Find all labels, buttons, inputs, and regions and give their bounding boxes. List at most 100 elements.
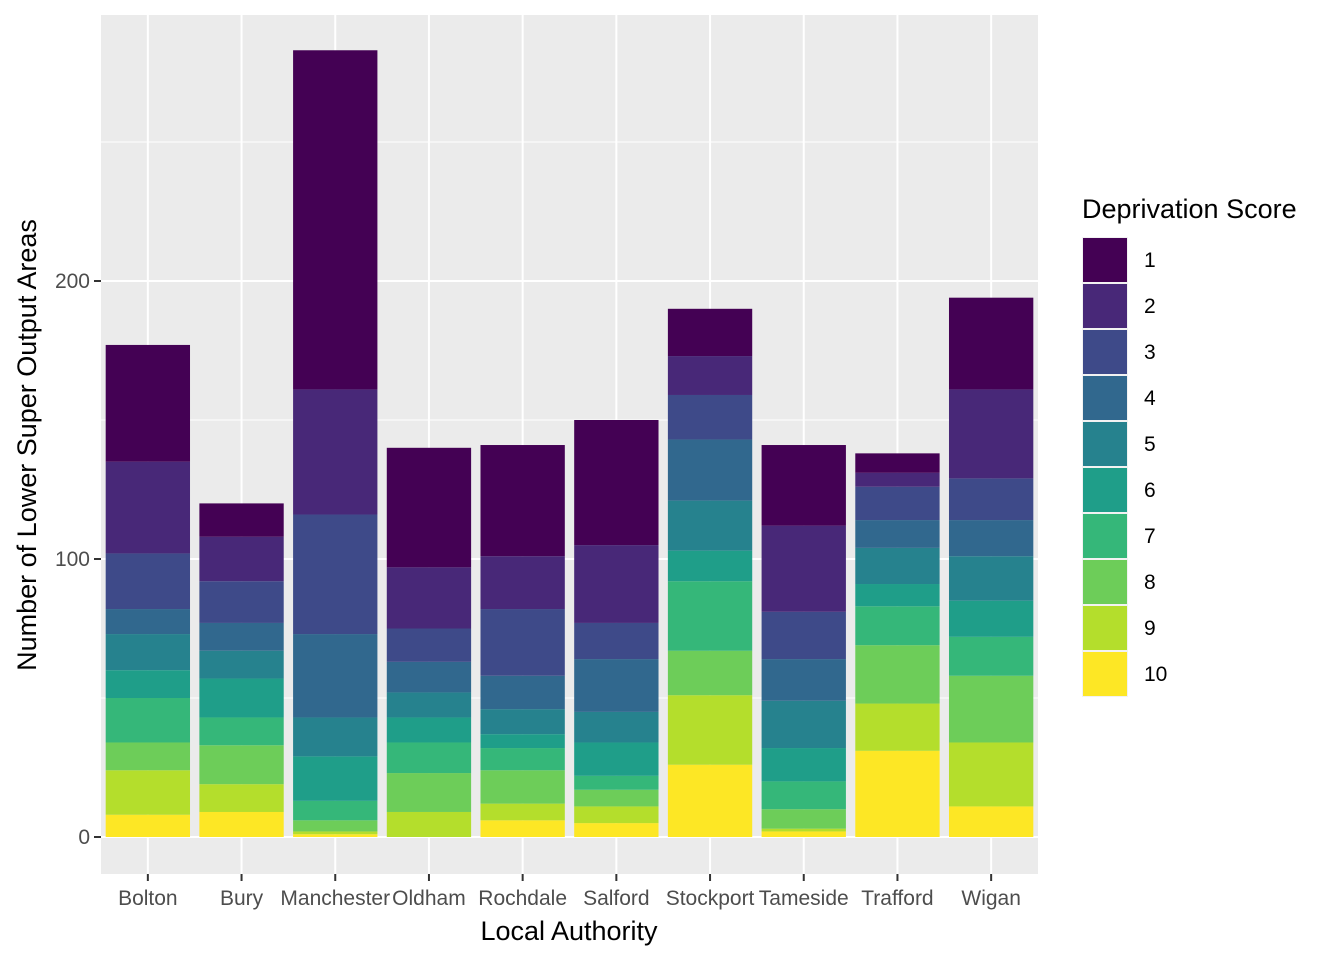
bar-segment-bury-score-3 [199, 581, 284, 623]
bars [105, 50, 1034, 837]
y-tick-label: 200 [55, 270, 90, 293]
x-tick-label: Manchester [280, 887, 390, 910]
bar-segment-oldham-score-7 [386, 742, 472, 774]
bar-segment-rochdale-score-5 [480, 709, 565, 735]
bar-segment-trafford-score-1 [855, 453, 940, 473]
legend-label: 8 [1144, 571, 1156, 594]
bar-segment-salford-score-1 [574, 420, 659, 546]
bar-segment-tameside-score-1 [761, 445, 846, 526]
bar-segment-manchester-score-7 [293, 800, 378, 821]
bar-segment-stockport-score-8 [667, 650, 753, 696]
bar-segment-bolton-score-3 [105, 553, 191, 610]
bar-segment-manchester-score-8 [293, 820, 378, 832]
x-tick-label: Bury [220, 887, 264, 910]
bar-segment-oldham-score-2 [386, 567, 472, 629]
bar-segment-stockport-score-1 [667, 308, 753, 357]
bar-segment-oldham-score-3 [386, 628, 472, 662]
bar-segment-stockport-score-4 [667, 439, 753, 501]
bar-segment-rochdale-score-2 [480, 556, 565, 610]
x-axis: Bolton Bury Manchester Oldham Rochdale Salfor… [118, 874, 1021, 910]
bar-segment-bury-score-7 [199, 717, 284, 746]
bar-segment-bolton-score-2 [105, 461, 191, 554]
bar-segment-salford-score-3 [574, 622, 659, 660]
bar-segment-bolton-score-6 [105, 670, 191, 698]
bar-segment-tameside-score-6 [761, 748, 846, 782]
legend: Deprivation Score 1 2 3 4 5 6 7 8 9 10 [1082, 194, 1297, 697]
bar-segment-manchester-score-5 [293, 717, 378, 757]
bar-segment-stockport-score-3 [667, 394, 753, 440]
bar-segment-bolton-score-5 [105, 634, 191, 671]
bar-segment-bolton-score-8 [105, 742, 191, 771]
bar-segment-salford-score-6 [574, 742, 659, 776]
x-tick-label: Wigan [961, 887, 1021, 910]
bar-segment-rochdale-score-4 [480, 675, 565, 710]
x-tick-label: Rochdale [478, 887, 567, 910]
x-tick-label: Tameside [759, 887, 849, 910]
bar-segment-manchester-score-9 [293, 831, 378, 835]
bar-segment-salford-score-10 [574, 823, 659, 837]
bar-segment-stockport-score-7 [667, 581, 753, 651]
bar-segment-bury-score-5 [199, 650, 284, 679]
bar-segment-rochdale-score-3 [480, 609, 565, 676]
bar-segment-tameside-score-9 [761, 828, 846, 832]
bar-segment-trafford-score-2 [855, 472, 940, 487]
y-axis: 0 100 200 [55, 270, 101, 849]
bar-segment-tameside-score-3 [761, 611, 846, 660]
bar-segment-salford-score-7 [574, 775, 659, 790]
bar-segment-stockport-score-10 [667, 764, 753, 837]
bar-segment-wigan-score-1 [948, 297, 1034, 390]
bar-segment-bury-score-10 [199, 811, 284, 837]
legend-swatch [1083, 422, 1127, 466]
bar-segment-stockport-score-9 [667, 695, 753, 765]
bar-segment-oldham-score-4 [386, 661, 472, 693]
bar-segment-trafford-score-3 [855, 486, 940, 521]
bar-segment-oldham-score-6 [386, 717, 472, 743]
bar-segment-wigan-score-6 [948, 600, 1034, 637]
bar-segment-rochdale-score-10 [480, 820, 565, 837]
x-tick-label: Stockport [666, 887, 755, 910]
bar-segment-bolton-score-9 [105, 770, 191, 815]
legend-label: 1 [1144, 249, 1156, 272]
bar-segment-oldham-score-8 [386, 773, 472, 812]
bar-segment-bolton-score-7 [105, 698, 191, 743]
legend-swatch [1083, 376, 1127, 420]
bar-segment-bolton-score-4 [105, 609, 191, 635]
bar-segment-oldham-score-9 [386, 811, 472, 837]
legend-swatch [1083, 238, 1127, 282]
legend-label: 9 [1144, 617, 1156, 640]
bar-segment-trafford-score-6 [855, 584, 940, 607]
bar-segment-tameside-score-4 [761, 659, 846, 701]
x-tick-label: Trafford [861, 887, 933, 910]
bar-segment-bury-score-9 [199, 784, 284, 812]
bar-segment-manchester-score-2 [293, 389, 378, 515]
bar-segment-oldham-score-5 [386, 692, 472, 718]
bar-segment-bury-score-4 [199, 622, 284, 651]
legend-swatch [1083, 284, 1127, 328]
legend-swatch [1083, 468, 1127, 512]
bar-segment-bury-score-1 [199, 503, 284, 537]
bar-segment-tameside-score-2 [761, 525, 846, 612]
bar-segment-wigan-score-8 [948, 675, 1034, 743]
bar-segment-bolton-score-1 [105, 344, 191, 462]
bar-segment-bury-score-8 [199, 745, 284, 785]
legend-swatch [1083, 560, 1127, 604]
bar-segment-wigan-score-2 [948, 389, 1034, 479]
bar-segment-stockport-score-5 [667, 500, 753, 551]
bar-segment-stockport-score-2 [667, 356, 753, 395]
y-tick-label: 0 [78, 826, 90, 849]
bar-segment-wigan-score-4 [948, 520, 1034, 557]
bar-segment-manchester-score-4 [293, 634, 378, 718]
bar-segment-trafford-score-7 [855, 606, 940, 646]
legend-title: Deprivation Score [1082, 194, 1297, 224]
bar-segment-tameside-score-8 [761, 809, 846, 829]
bar-segment-tameside-score-5 [761, 700, 846, 749]
bar-segment-wigan-score-7 [948, 636, 1034, 676]
bar-segment-trafford-score-10 [855, 750, 940, 837]
bar-segment-salford-score-2 [574, 545, 659, 623]
bar-segment-manchester-score-3 [293, 514, 378, 635]
bar-segment-trafford-score-9 [855, 703, 940, 751]
bar-segment-rochdale-score-6 [480, 734, 565, 749]
legend-label: 4 [1144, 387, 1156, 410]
bar-segment-manchester-score-6 [293, 756, 378, 801]
